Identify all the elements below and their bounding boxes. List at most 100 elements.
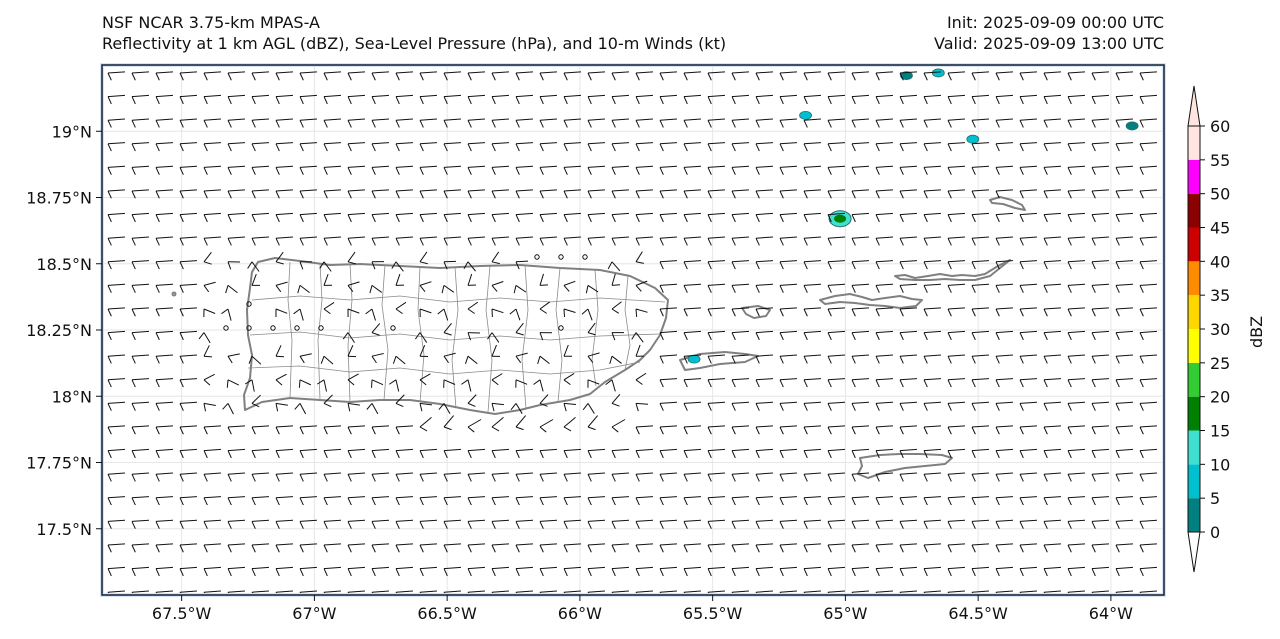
wind-barb bbox=[371, 261, 385, 270]
wind-barb bbox=[971, 519, 989, 529]
wind-barb bbox=[107, 354, 125, 364]
wind-barb bbox=[659, 354, 677, 364]
wind-barb bbox=[371, 379, 384, 388]
wind-barb bbox=[875, 189, 893, 199]
wind-barb bbox=[131, 354, 149, 364]
wind-barb bbox=[1139, 330, 1157, 341]
wind-barb bbox=[731, 283, 749, 293]
wind-barb bbox=[659, 425, 677, 435]
wind-barb bbox=[395, 448, 413, 459]
wind-barb bbox=[1139, 519, 1157, 529]
wind-barb bbox=[537, 355, 550, 364]
wind-barb bbox=[155, 496, 173, 506]
wind-barb bbox=[779, 94, 797, 105]
wind-barb bbox=[251, 496, 269, 506]
wind-barb bbox=[803, 448, 821, 459]
wind-barb bbox=[347, 345, 357, 358]
wind-barb bbox=[947, 189, 965, 199]
wind-barb bbox=[1091, 330, 1109, 341]
wind-barb bbox=[779, 307, 797, 317]
wind-barb bbox=[179, 472, 197, 482]
desecheo-islet bbox=[171, 291, 177, 297]
wind-barb bbox=[1139, 142, 1157, 152]
wind-barb bbox=[947, 71, 965, 81]
wind-barb bbox=[851, 165, 869, 175]
wind-barb bbox=[659, 448, 677, 459]
wind-barb bbox=[803, 236, 821, 246]
wind-barb bbox=[539, 94, 557, 105]
wind-barb bbox=[707, 165, 725, 175]
wind-barb bbox=[1043, 448, 1061, 459]
wind-barb bbox=[1067, 212, 1085, 223]
wind-barb bbox=[875, 236, 893, 246]
wind-barb bbox=[875, 472, 893, 482]
wind-barb bbox=[1019, 448, 1037, 459]
wind-barb bbox=[683, 354, 701, 364]
wind-barb bbox=[581, 308, 593, 321]
wind-barb bbox=[107, 236, 125, 246]
wind-barb bbox=[611, 71, 629, 81]
wind-barb bbox=[707, 448, 725, 459]
wind-barb bbox=[1019, 283, 1037, 293]
wind-barb bbox=[491, 118, 509, 128]
wind-barb bbox=[1091, 472, 1109, 482]
wind-barb bbox=[539, 419, 554, 433]
wind-barb bbox=[659, 378, 677, 388]
wind-barb bbox=[947, 94, 965, 105]
wind-barb bbox=[179, 260, 197, 270]
wind-barb bbox=[227, 448, 245, 459]
wind-barb bbox=[995, 354, 1013, 364]
colorbar-tick-label: 40 bbox=[1210, 252, 1230, 271]
wind-barb bbox=[995, 189, 1013, 199]
wind-barb bbox=[1067, 260, 1085, 270]
wind-barb bbox=[995, 260, 1013, 270]
lon-tick-label: 64°W bbox=[1089, 604, 1133, 623]
wind-barb bbox=[659, 566, 677, 577]
wind-barb bbox=[467, 519, 485, 529]
wind-barb bbox=[1019, 236, 1037, 246]
wind-barb bbox=[1043, 354, 1061, 364]
wind-barb bbox=[155, 519, 173, 529]
colorbar-extend-max bbox=[1187, 85, 1201, 127]
wind-barb bbox=[395, 165, 413, 175]
wind-barb bbox=[179, 566, 197, 577]
wind-barb bbox=[320, 355, 334, 365]
wind-barb bbox=[851, 283, 869, 293]
wind-barb bbox=[1043, 496, 1061, 506]
wind-barb bbox=[131, 330, 149, 341]
wind-barb bbox=[419, 519, 437, 529]
wind-barb bbox=[227, 543, 245, 553]
wind-barb bbox=[131, 566, 149, 577]
wind-barb bbox=[1043, 142, 1061, 152]
wind-barb bbox=[923, 401, 941, 411]
wind-barb bbox=[323, 394, 333, 408]
wind-barb bbox=[731, 378, 749, 388]
wind-barb bbox=[419, 566, 437, 577]
wind-barb bbox=[515, 94, 533, 105]
wind-barb bbox=[683, 401, 701, 411]
wind-barb bbox=[611, 142, 629, 152]
wind-barb bbox=[899, 543, 917, 553]
wind-barb bbox=[1139, 472, 1157, 482]
wind-barb bbox=[467, 71, 485, 81]
wind-barb bbox=[851, 71, 869, 81]
wind-barb bbox=[347, 425, 365, 435]
wind-barb bbox=[131, 212, 149, 223]
wind-barb bbox=[605, 379, 616, 392]
wind-barb bbox=[635, 496, 653, 506]
wind-barb bbox=[803, 519, 821, 529]
wind-barb bbox=[539, 273, 549, 286]
wind-barb bbox=[659, 94, 677, 105]
wind-barb bbox=[635, 94, 653, 105]
wind-barb bbox=[1067, 519, 1085, 529]
wind-barb bbox=[635, 519, 653, 529]
wind-barb bbox=[467, 394, 477, 407]
wind-barb bbox=[203, 566, 221, 577]
wind-barb bbox=[803, 354, 821, 364]
wind-barb bbox=[1139, 212, 1157, 223]
wind-barb bbox=[222, 403, 234, 415]
wind-barb bbox=[1019, 330, 1037, 341]
wind-barb bbox=[251, 425, 269, 435]
wind-barb bbox=[395, 71, 413, 81]
wind-barb bbox=[683, 330, 701, 341]
